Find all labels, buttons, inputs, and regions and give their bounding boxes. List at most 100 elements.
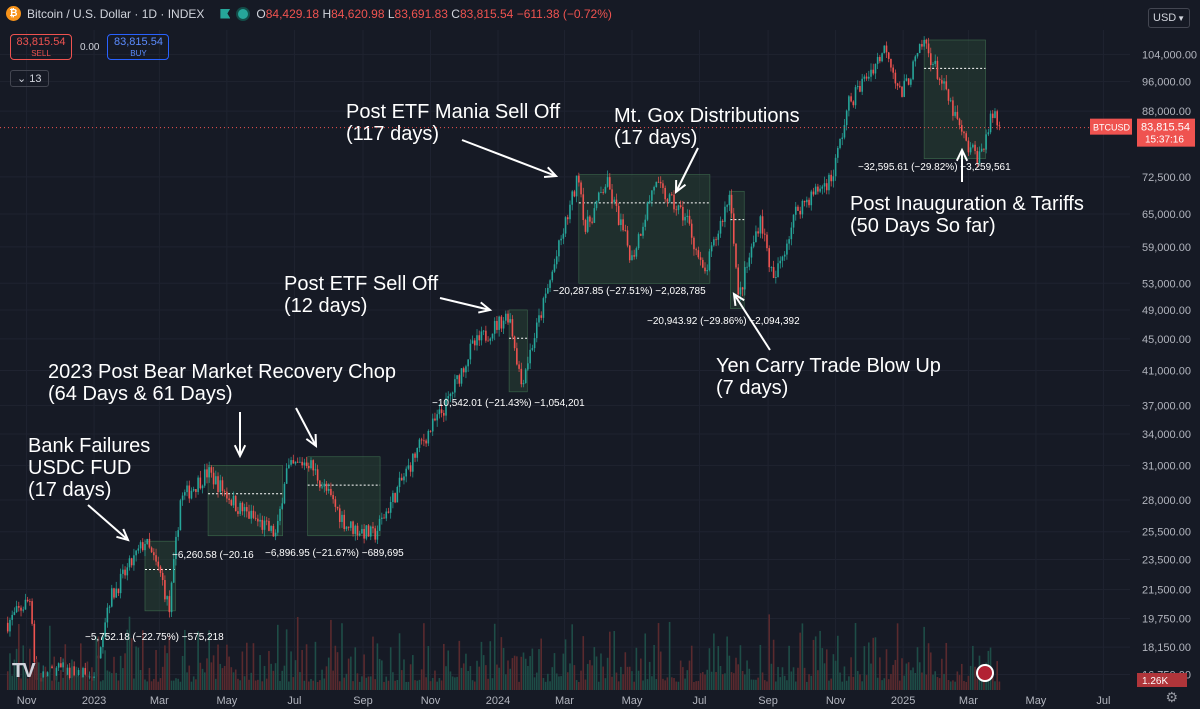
volume-bar [310, 679, 312, 690]
gear-icon[interactable]: ⚙ [1165, 689, 1178, 705]
drawdown-box[interactable] [144, 540, 176, 612]
candle [139, 542, 142, 549]
drawdown-box[interactable] [923, 39, 986, 159]
volume-bar [885, 649, 888, 690]
currency-select[interactable]: USD ▼ [1148, 8, 1190, 28]
drawdown-box[interactable] [578, 174, 711, 284]
flag-icon[interactable] [220, 8, 231, 19]
volume-bar [212, 655, 215, 690]
candle [135, 550, 137, 556]
candle [476, 335, 478, 346]
x-tick-label: Nov [17, 695, 37, 707]
candle [407, 465, 410, 469]
candle [443, 412, 445, 416]
volume-bar [524, 658, 527, 690]
time-axis[interactable]: Nov 2023 Mar May Jul Sep Nov 2024 Mar May Jul Sep No… [0, 690, 1200, 709]
tradingview-logo-icon[interactable]: TV [12, 660, 36, 682]
volume-bar [697, 680, 700, 690]
annotation-text: Post Inauguration & Tariffs [850, 193, 1084, 215]
volume-bar [578, 681, 580, 690]
volume-bar [527, 666, 529, 690]
candle [155, 555, 157, 562]
candle [644, 219, 647, 227]
us-flag-icon[interactable] [976, 664, 994, 682]
candle [425, 440, 427, 444]
volume-bar [403, 659, 405, 690]
sell-button[interactable]: 83,815.54 SELL [10, 34, 72, 60]
candle [575, 175, 578, 197]
candle [301, 461, 303, 466]
candle [728, 194, 731, 206]
candle [385, 511, 388, 519]
candle [837, 147, 839, 158]
volume-bar [631, 671, 633, 690]
volume-bar [460, 667, 463, 690]
candle [775, 277, 777, 278]
candle [987, 132, 990, 135]
candle [423, 440, 425, 442]
volume-bar [35, 659, 38, 690]
x-tick-label: May [1026, 695, 1047, 707]
volume-bar [396, 679, 399, 690]
volume-bar [584, 679, 587, 690]
symbol-title[interactable]: Bitcoin / U.S. Dollar · 1D · INDEX [27, 6, 205, 21]
volume-bar [427, 646, 430, 690]
candle [507, 313, 509, 323]
volume-bar [425, 677, 427, 690]
grid [0, 30, 1130, 690]
volume-bar [51, 680, 53, 690]
candle [602, 192, 604, 193]
candle [113, 588, 115, 598]
candle [593, 208, 596, 223]
volume-bar [467, 671, 469, 690]
candle [918, 44, 921, 54]
drawdown-box[interactable] [508, 309, 528, 393]
buy-button[interactable]: 83,815.54 BUY [107, 34, 170, 60]
candle [358, 533, 361, 536]
volume-bar [994, 681, 996, 690]
candle [907, 78, 910, 85]
indicators-toggle[interactable]: ⌄ 13 [10, 70, 49, 87]
volume-bar [285, 629, 288, 690]
candle [491, 333, 494, 339]
candle [566, 217, 569, 220]
candle [655, 181, 658, 187]
price-axis[interactable]: 104,000.00 96,000.00 88,000.00 72,500.00 65,… [1130, 0, 1200, 709]
volume-bar [263, 665, 266, 690]
candle [321, 486, 323, 488]
volume-bar [998, 681, 1001, 690]
candle [312, 460, 315, 471]
candle [823, 183, 826, 187]
volume-bar [790, 671, 793, 690]
volume-bar [343, 677, 346, 690]
candle [221, 480, 224, 492]
candle [868, 76, 870, 79]
candle [898, 85, 901, 87]
candle [903, 80, 906, 97]
volume-tag [1137, 673, 1187, 687]
drawdown-box[interactable] [730, 190, 745, 309]
volume-bar [146, 681, 148, 690]
drawdown-box[interactable] [207, 465, 283, 537]
candle [115, 588, 118, 598]
volume-bar [969, 665, 972, 690]
candle [989, 113, 992, 133]
candle [622, 219, 624, 231]
candle [327, 488, 330, 491]
volume-bar [496, 664, 498, 690]
volume-bar [622, 674, 624, 690]
candle [635, 248, 638, 257]
candle [817, 186, 819, 192]
candle [794, 206, 797, 215]
candle [850, 96, 852, 102]
volume-bar [133, 678, 135, 690]
volume-bar [923, 626, 925, 690]
candle [458, 375, 461, 384]
candle [150, 547, 153, 553]
volume-bar [553, 653, 556, 690]
candle [88, 676, 91, 678]
candle [352, 521, 354, 534]
volume-bar [744, 674, 746, 690]
candle [983, 148, 985, 150]
